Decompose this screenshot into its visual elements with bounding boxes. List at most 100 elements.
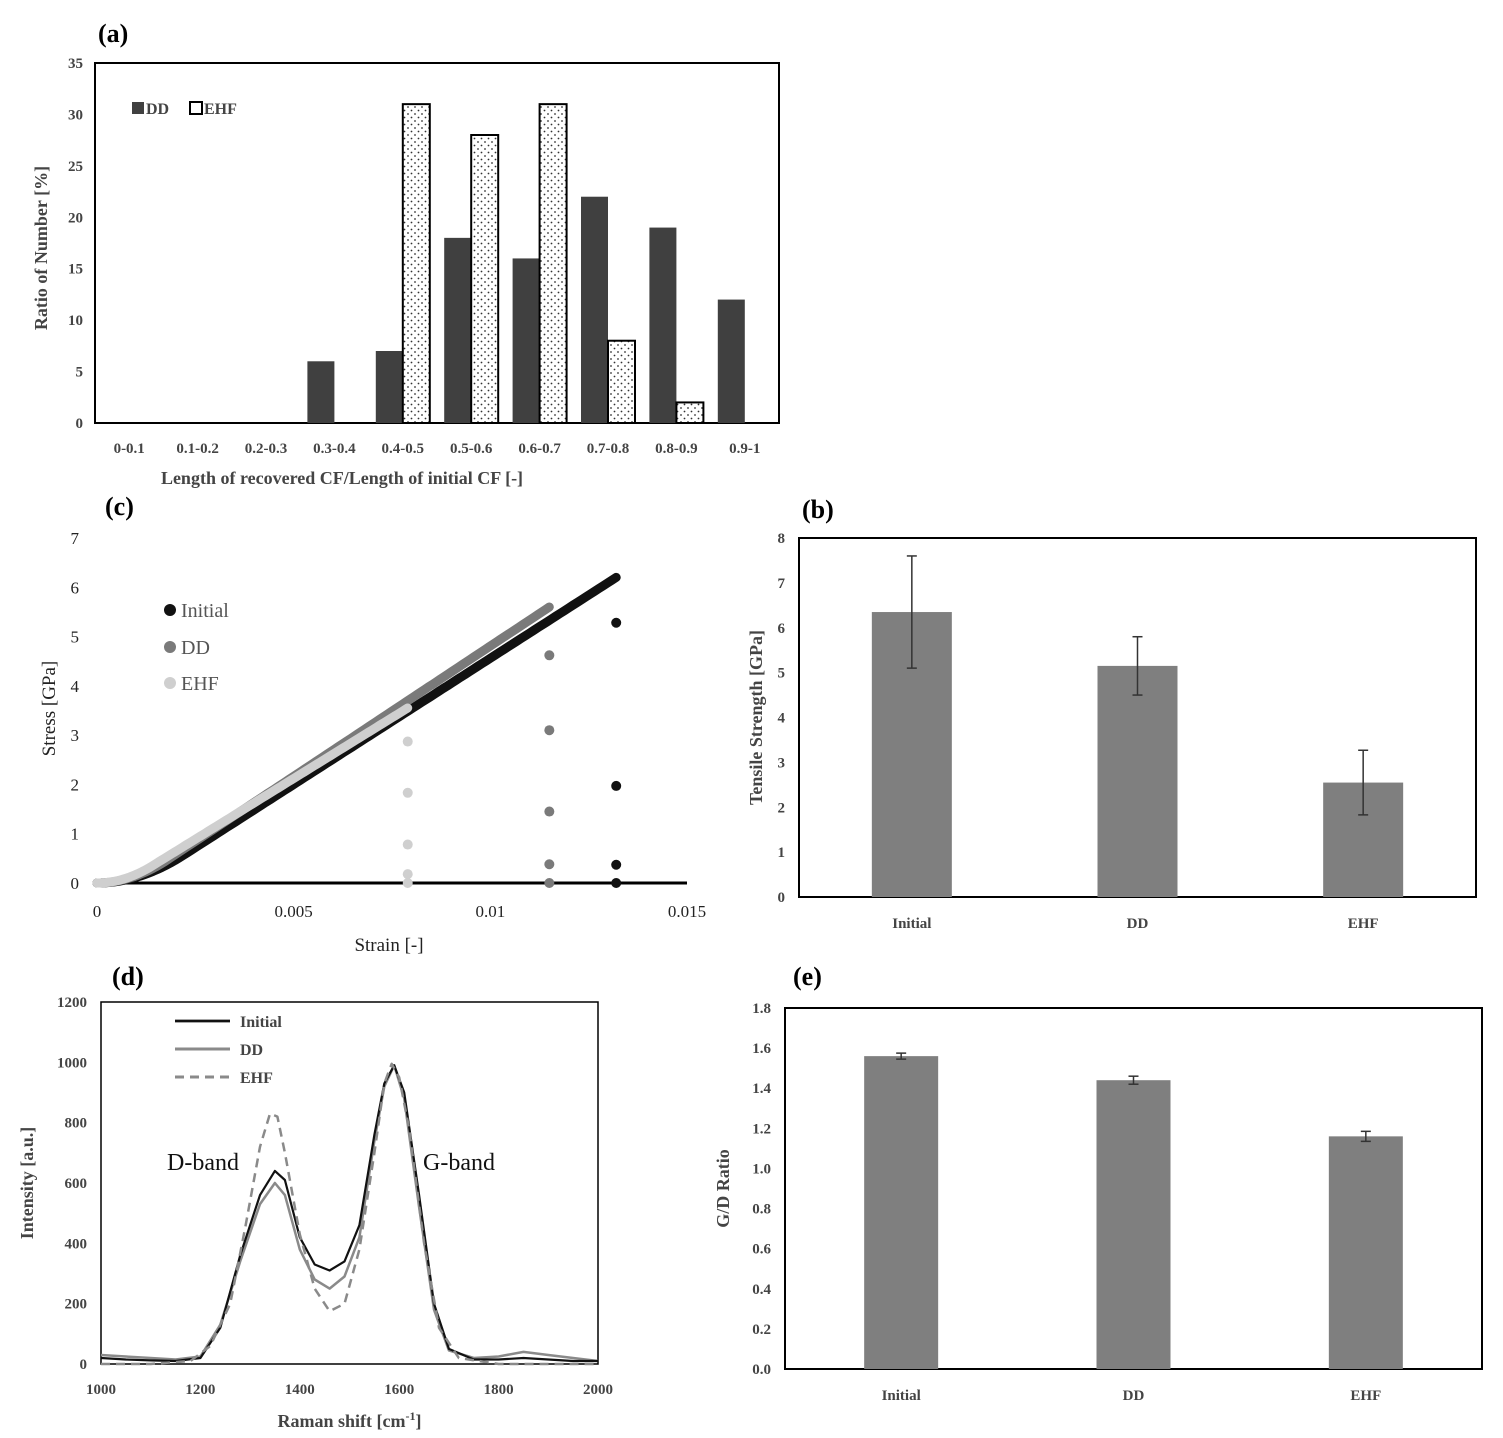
y-tick-label: 6: [71, 578, 80, 597]
y-tick-label: 0: [76, 416, 84, 432]
y-tick-label: 2: [71, 775, 80, 794]
y-tick-label: 5: [778, 666, 786, 682]
fracture-point-initial: [611, 878, 622, 888]
y-tick-label: 0: [80, 1357, 88, 1373]
y-axis-label: Ratio of Number [%]: [31, 166, 51, 330]
bar-dd: [375, 351, 403, 423]
y-tick-label: 5: [76, 365, 84, 381]
x-tick-label: 1200: [185, 1382, 215, 1398]
x-tick-label: 1800: [484, 1382, 514, 1398]
y-tick-label: 2: [778, 800, 786, 816]
fracture-point-dd: [544, 725, 555, 736]
x-tick-label: 0.2-0.3: [245, 441, 288, 457]
x-tick-label: 1400: [285, 1382, 315, 1398]
y-tick-label: 10: [68, 313, 83, 329]
y-tick-label: 4: [778, 711, 786, 727]
y-tick-label: 1.2: [752, 1121, 771, 1137]
x-tick-label: 0.9-1: [729, 441, 760, 457]
panel-label-b: (b): [802, 495, 834, 524]
bar-ehf: [1328, 1136, 1403, 1369]
fracture-point-dd: [544, 650, 555, 661]
legend-marker-dd: [164, 641, 176, 653]
fracture-point-ehf: [402, 787, 413, 798]
y-tick-label: 1.0: [752, 1161, 771, 1177]
legend-marker-ehf: [164, 677, 176, 689]
plot-frame: [94, 62, 780, 424]
annotation-d-band: D-band: [167, 1150, 239, 1176]
bar-dd: [444, 237, 472, 423]
chart-b-tensile-strength: 0 1 2 3 4 5 6 7 8 Initial DD EHF Tensile Strength [G…: [746, 531, 1477, 932]
x-tick-label: 0.5-0.6: [450, 441, 493, 457]
fracture-point-dd: [544, 859, 555, 870]
y-axis-label: G/D Ratio: [713, 1149, 733, 1228]
y-tick-label: 800: [65, 1116, 88, 1132]
plot-frame: [100, 1001, 599, 1365]
bar-ehf: [538, 103, 568, 425]
y-tick-label: 1: [778, 845, 786, 861]
y-tick-label: 1.8: [752, 1001, 771, 1017]
fracture-point-dd: [544, 806, 555, 817]
panel-label-a: (a): [98, 19, 128, 48]
y-axis-label: Stress [GPa]: [39, 661, 60, 757]
fracture-point-initial: [611, 617, 622, 628]
y-tick-label: 1: [71, 825, 80, 844]
chart-a-length-distribution: 0 5 10 15 20 25 30 35 0-0.1 0.1-0.2 0.2-0.3 0.3-0.4…: [31, 56, 780, 488]
legend-label-dd: DD: [240, 1042, 263, 1059]
x-tick-label: EHF: [1348, 916, 1379, 932]
bar-ehf: [401, 103, 431, 425]
y-tick-label: 1000: [57, 1055, 87, 1071]
x-tick-label: 0.1-0.2: [176, 441, 219, 457]
legend-label-dd: DD: [181, 637, 210, 659]
legend-label-ehf: EHF: [240, 1070, 273, 1087]
curve-ehf: [92, 703, 413, 888]
y-tick-label: 600: [65, 1176, 88, 1192]
y-tick-label: 8: [778, 531, 786, 547]
legend-label-ehf: EHF: [204, 101, 237, 118]
y-tick-label: 1.4: [752, 1081, 771, 1097]
panel-label-e: (e): [793, 962, 822, 991]
y-tick-label: 0.6: [752, 1242, 771, 1258]
y-tick-label: 1.6: [752, 1041, 771, 1057]
bar-ehf: [607, 339, 636, 425]
spectrum-ehf: [101, 1062, 598, 1366]
y-axis-label: Tensile Strength [GPa]: [746, 630, 766, 805]
fracture-point-ehf: [402, 839, 413, 850]
x-tick-label: 1600: [384, 1382, 414, 1398]
legend-swatch-dd: [132, 102, 144, 114]
legend-label-dd: DD: [146, 101, 169, 118]
fracture-point-initial: [611, 780, 622, 791]
bar-dd: [717, 299, 745, 423]
chart-e-gd-ratio: 0.0 0.2 0.4 0.6 0.8 1.0 1.2 1.4 1.6 1.8 Initial DD E…: [713, 1001, 1483, 1404]
y-tick-label: 4: [71, 677, 80, 696]
x-tick-label: Initial: [892, 916, 931, 932]
annotation-g-band: G-band: [423, 1150, 495, 1176]
y-tick-label: 3: [71, 726, 80, 745]
legend-label-initial: Initial: [240, 1014, 282, 1031]
fracture-point-ehf: [402, 878, 413, 888]
bar-dd: [1097, 665, 1178, 897]
spectrum-initial: [100, 1064, 598, 1363]
y-tick-label: 400: [65, 1236, 88, 1252]
fracture-point-ehf: [402, 869, 413, 880]
panel-label-d: (d): [112, 962, 144, 991]
y-tick-label: 0: [71, 874, 80, 893]
chart-d-raman-spectra: 0 200 400 600 800 1000 1200 1000 1200 1400 1600 180…: [17, 995, 613, 1431]
chart-c-stress-strain: 0 1 2 3 4 5 6 7 0 0.005 0.01 0.015 Initial DD EHF Strai…: [39, 529, 706, 956]
x-tick-label: DD: [1127, 916, 1149, 932]
bar-dd: [307, 361, 335, 423]
y-tick-label: 7: [71, 529, 80, 548]
x-tick-label: 0.8-0.9: [655, 441, 698, 457]
legend-label-ehf: EHF: [181, 673, 219, 695]
x-tick-label: 0.005: [275, 902, 313, 921]
y-tick-label: 35: [68, 56, 83, 72]
bar-dd: [512, 258, 540, 423]
bar-ehf: [470, 134, 500, 424]
legend-marker-initial: [164, 604, 176, 616]
x-tick-label: 0.015: [668, 902, 706, 921]
y-tick-label: 7: [778, 576, 786, 592]
y-tick-label: 0.8: [752, 1202, 771, 1218]
y-tick-label: 0.4: [752, 1282, 771, 1298]
fracture-point-dd: [544, 878, 555, 888]
y-tick-label: 5: [71, 628, 80, 647]
x-axis-label: Raman shift [cm-1]: [278, 1409, 422, 1431]
